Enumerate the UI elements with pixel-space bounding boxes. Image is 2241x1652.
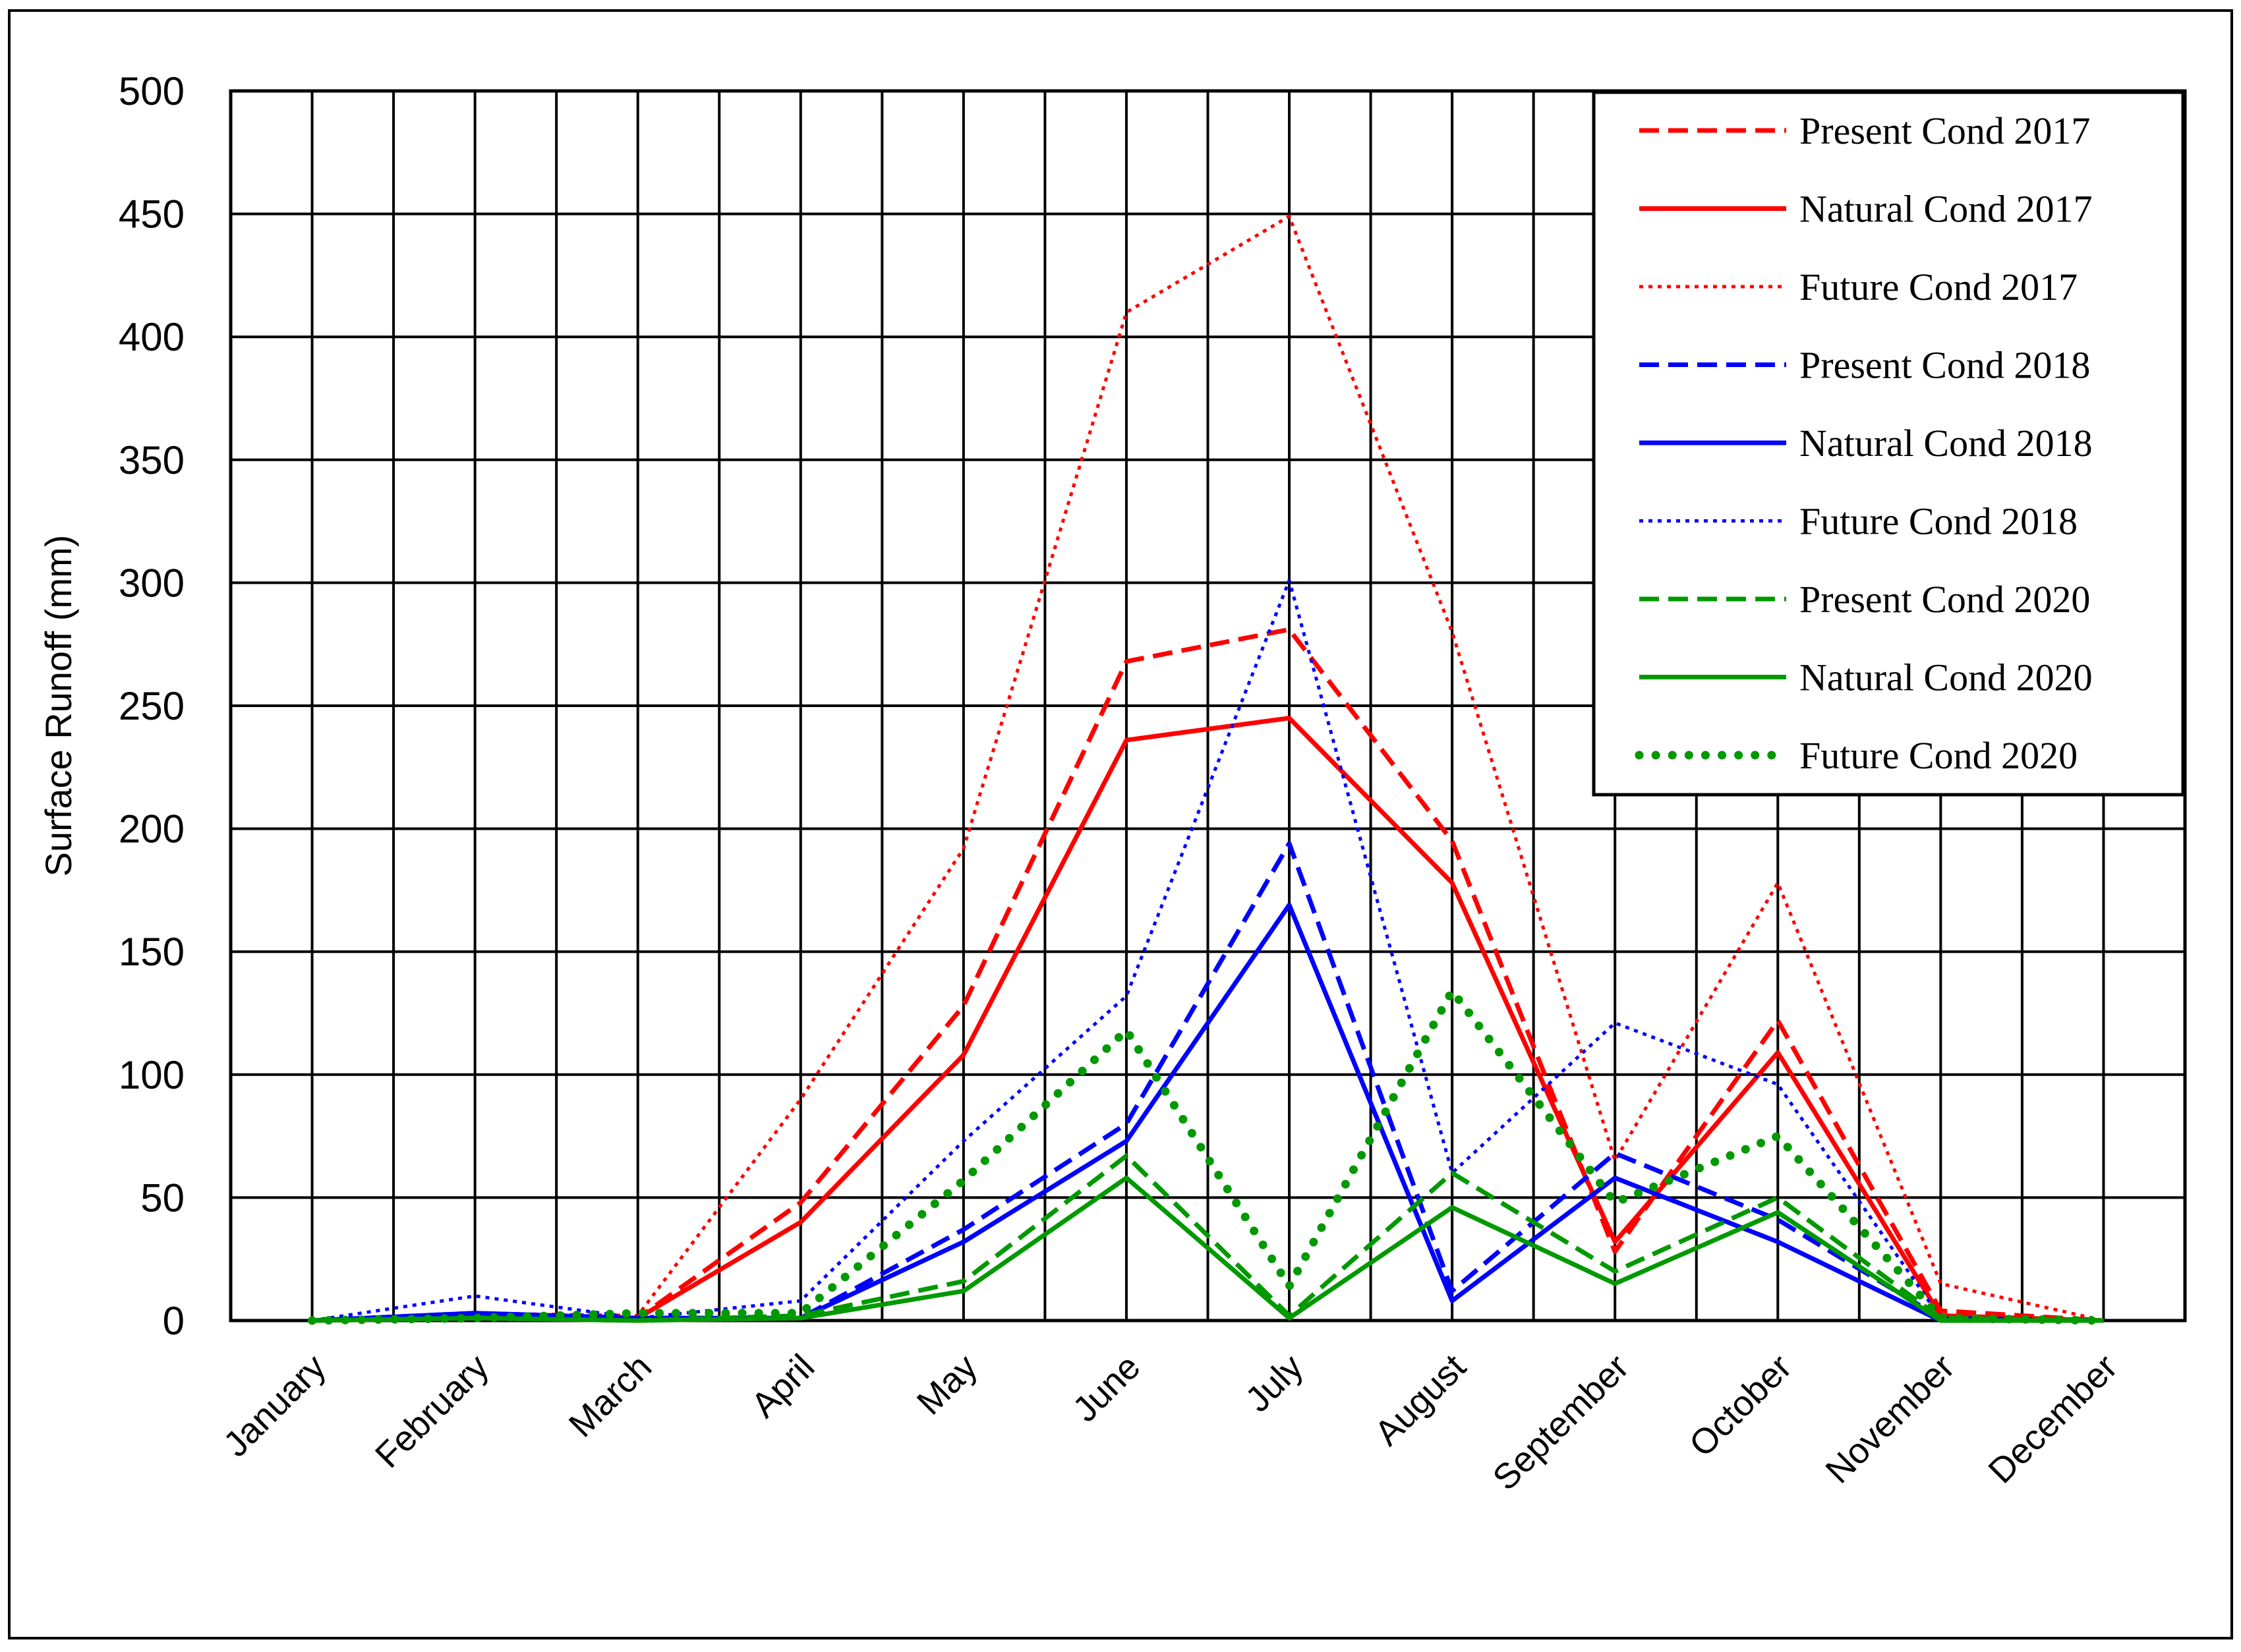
plot-area-border — [229, 89, 2187, 1323]
legend-label-natural-cond-2018: Natural Cond 2018 — [1799, 422, 2093, 465]
y-axis-ticks: 0 50 100 150 200 250 300 350 400 450 500 — [119, 69, 185, 1343]
y-tick-label: 250 — [119, 684, 185, 728]
series-line-future-cond-2020 — [308, 986, 2108, 1325]
legend-label-present-cond-2020: Present Cond 2020 — [1799, 578, 2090, 621]
legend-label-present-cond-2017: Present Cond 2017 — [1799, 109, 2090, 152]
legend-label-natural-cond-2017: Natural Cond 2017 — [1799, 188, 2093, 231]
legend: Present Cond 2017 Natural Cond 2017 Future… — [1592, 90, 2185, 797]
y-axis-title: Surface Runoff (mm) — [38, 535, 79, 877]
legend-label-future-cond-2017: Future Cond 2017 — [1799, 266, 2078, 308]
series — [308, 214, 2108, 1325]
y-tick-label: 150 — [119, 930, 185, 974]
legend-label-future-cond-2018: Future Cond 2018 — [1799, 500, 2078, 543]
y-tick-label: 400 — [119, 315, 185, 359]
legend-label-present-cond-2018: Present Cond 2018 — [1799, 344, 2090, 387]
y-tick-label: 300 — [119, 561, 185, 605]
y-tick-label: 500 — [119, 69, 185, 113]
legend-label-natural-cond-2020: Natural Cond 2020 — [1799, 656, 2093, 699]
y-tick-label: 50 — [140, 1176, 185, 1220]
series-line-natural-cond-2020 — [312, 1176, 2104, 1323]
y-tick-label: 350 — [119, 438, 185, 482]
y-tick-label: 450 — [119, 192, 185, 237]
y-tick-label: 0 — [163, 1299, 185, 1343]
legend-label-future-cond-2020: Future Cond 2020 — [1799, 734, 2078, 777]
y-tick-label: 100 — [119, 1053, 185, 1097]
y-tick-label: 200 — [119, 807, 185, 851]
